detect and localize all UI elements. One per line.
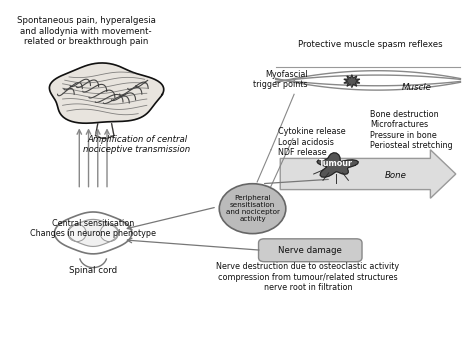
Ellipse shape <box>68 224 86 242</box>
Text: Peripheral
sensitisation
and nociceptor
activity: Peripheral sensitisation and nociceptor … <box>226 195 280 222</box>
Polygon shape <box>280 150 456 198</box>
Polygon shape <box>344 75 360 87</box>
Text: Protective muscle spasm reflexes: Protective muscle spasm reflexes <box>298 40 443 48</box>
Text: Bone: Bone <box>385 171 407 180</box>
Text: Spontaneous pain, hyperalgesia
and allodynia with movement-
related or breakthro: Spontaneous pain, hyperalgesia and allod… <box>17 16 155 46</box>
Text: Cytokine release
Local acidosis
NDF release: Cytokine release Local acidosis NDF rele… <box>278 127 346 157</box>
Polygon shape <box>95 124 114 139</box>
Text: Bone destruction
Microfractures
Pressure in bone
Periosteal stretching: Bone destruction Microfractures Pressure… <box>370 110 453 150</box>
FancyBboxPatch shape <box>258 239 362 262</box>
Text: Amplification of central
nociceptive transmission: Amplification of central nociceptive tra… <box>83 135 191 154</box>
Text: Muscle: Muscle <box>401 83 431 92</box>
Text: Nerve damage: Nerve damage <box>278 246 342 255</box>
Polygon shape <box>68 219 118 246</box>
Polygon shape <box>80 255 106 268</box>
Polygon shape <box>49 63 164 123</box>
Text: Spinal cord: Spinal cord <box>69 266 117 275</box>
Ellipse shape <box>100 224 118 242</box>
Polygon shape <box>55 212 132 254</box>
Text: Myofascial
trigger points: Myofascial trigger points <box>254 70 308 89</box>
Circle shape <box>219 184 286 234</box>
Text: Tumour: Tumour <box>319 159 353 168</box>
Text: Central sensitisation
Changes in neurone phenotype: Central sensitisation Changes in neurone… <box>30 219 156 238</box>
Polygon shape <box>317 153 358 177</box>
Text: Nerve destruction due to osteoclastic activity
compression from tumour/related s: Nerve destruction due to osteoclastic ac… <box>217 262 400 292</box>
